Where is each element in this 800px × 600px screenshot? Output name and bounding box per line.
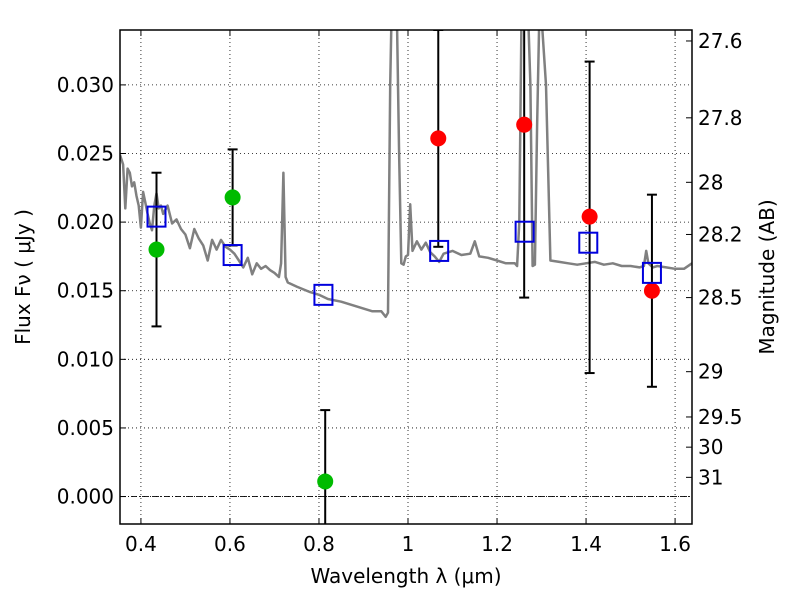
right-tick-label: 29.5 xyxy=(698,405,743,429)
x-tick-label: 0.8 xyxy=(303,532,335,556)
photometry-nir-point xyxy=(581,208,598,225)
plot-content xyxy=(120,30,692,524)
ticks xyxy=(120,30,692,524)
plot-background xyxy=(120,30,692,524)
y-tick-label: 0.000 xyxy=(57,485,114,509)
x-tick-label: 0.6 xyxy=(214,532,246,556)
photometry-nir-point xyxy=(643,282,660,299)
photometry-optical-point xyxy=(317,473,334,490)
model-square-marker xyxy=(578,231,599,254)
spectrum-line xyxy=(120,30,692,319)
photometry-nir-point xyxy=(430,130,447,147)
x-axis-label: Wavelength λ (μm) xyxy=(310,564,501,588)
model-square-marker xyxy=(146,205,167,228)
right-tick-label: 30 xyxy=(698,435,723,459)
x-tick-label: 1.6 xyxy=(659,532,691,556)
photometry-optical-point xyxy=(148,241,165,258)
y-tick-label: 0.025 xyxy=(57,142,114,166)
model-square-marker xyxy=(514,220,535,243)
right-tick-label: 31 xyxy=(698,465,723,489)
photometry-optical-point xyxy=(224,189,241,206)
right-tick-label: 28.2 xyxy=(698,222,743,246)
y-axis-label-right: Magnitude (AB) xyxy=(755,199,779,354)
x-tick-label: 1.2 xyxy=(481,532,513,556)
y-tick-label: 0.020 xyxy=(57,210,114,234)
right-tick-label: 27.8 xyxy=(698,106,743,130)
right-tick-label: 28 xyxy=(698,170,723,194)
model-square-marker xyxy=(429,239,450,262)
tick-labels: 0.4 0.6 0.8 1 1.2 1.4 1.6 0.000 0.005 0.010 0.015 0… xyxy=(57,29,743,556)
model-square-marker xyxy=(222,244,243,267)
right-tick-label: 29 xyxy=(698,360,723,384)
model-square-marker xyxy=(641,261,662,284)
right-tick-label: 28.5 xyxy=(698,286,743,310)
y-tick-label: 0.015 xyxy=(57,279,114,303)
right-tick-label: 27.6 xyxy=(698,29,743,53)
photometry-nir-point xyxy=(516,116,533,133)
x-tick-label: 0.4 xyxy=(125,532,157,556)
x-tick-label: 1 xyxy=(402,532,415,556)
y-axis-label: Flux Fν ( μJy ) xyxy=(11,209,35,345)
x-tick-label: 1.4 xyxy=(570,532,602,556)
y-tick-label: 0.005 xyxy=(57,416,114,440)
y-tick-label: 0.030 xyxy=(57,73,114,97)
plot-frame xyxy=(119,29,693,525)
y-tick-label: 0.010 xyxy=(57,347,114,371)
model-square-marker xyxy=(313,283,334,306)
